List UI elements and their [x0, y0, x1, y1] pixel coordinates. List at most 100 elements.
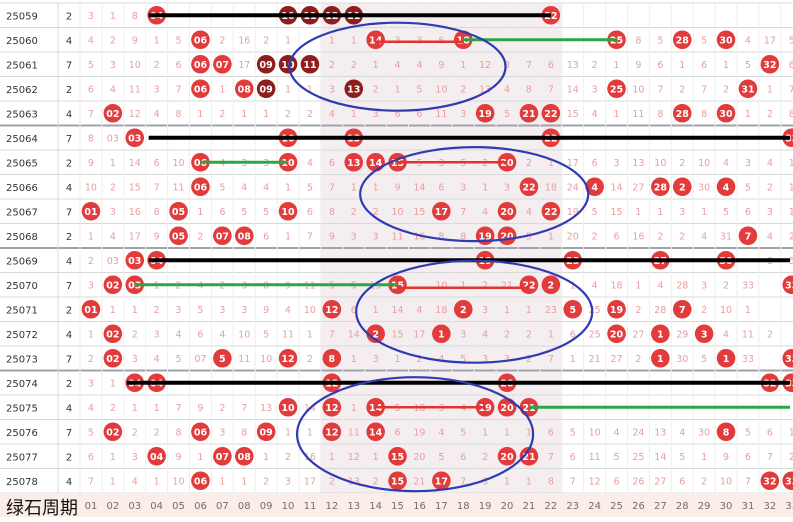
count-label: 2: [66, 305, 72, 316]
ball-number: 8: [723, 427, 730, 438]
ball: [191, 30, 210, 50]
ball-number: 02: [106, 354, 119, 365]
miss-value: 14: [129, 158, 141, 169]
miss-value: 10: [173, 158, 185, 169]
ball: [694, 324, 714, 344]
miss-value: 3: [767, 207, 773, 218]
ball: [169, 201, 188, 221]
miss-value: 6: [657, 60, 663, 71]
miss-value: 7: [307, 231, 313, 242]
miss-value: 8: [329, 207, 335, 218]
miss-value: 1: [373, 452, 379, 463]
ball: [278, 397, 298, 417]
miss-value: 2: [219, 403, 225, 414]
miss-value: 10: [238, 329, 250, 340]
miss-value: 3: [701, 280, 707, 291]
ball: [651, 177, 670, 197]
miss-value: 2: [263, 476, 269, 487]
miss-value: 10: [304, 305, 316, 316]
issue-label: 25062: [6, 85, 38, 96]
issue-label: 25077: [6, 452, 38, 463]
miss-value: 4: [482, 329, 488, 340]
miss-value: 6: [570, 452, 576, 463]
count-label: 4: [66, 403, 72, 414]
count-label: 2: [66, 452, 72, 463]
miss-value: 2: [88, 354, 94, 365]
footer-number: 18: [457, 501, 470, 512]
miss-value: 1: [154, 403, 160, 414]
ball: [563, 299, 583, 319]
ball: [738, 226, 758, 246]
ball-number: 14: [369, 158, 383, 169]
miss-value: 1: [482, 182, 488, 193]
miss-value: 9: [263, 305, 269, 316]
miss-value: 5: [745, 427, 751, 438]
miss-value: 2: [329, 60, 335, 71]
highlight-ellipse: [355, 259, 594, 364]
miss-value: 6: [679, 476, 685, 487]
miss-value: 3: [241, 305, 247, 316]
ball-number: 09: [260, 84, 273, 95]
ball-number: 33: [785, 280, 793, 291]
ball: [716, 177, 736, 197]
miss-value: 8: [88, 133, 94, 144]
count-label: 7: [66, 207, 72, 218]
miss-value: 1: [285, 35, 291, 46]
miss-value: 2: [219, 109, 225, 120]
ball: [541, 103, 561, 123]
miss-value: 1: [548, 231, 554, 242]
miss-value: 1: [154, 476, 160, 487]
ball: [191, 79, 210, 99]
miss-value: 4: [329, 109, 335, 120]
ball-number: 17: [435, 207, 448, 218]
miss-value: 5: [614, 452, 620, 463]
miss-value: 1: [504, 476, 510, 487]
ball-number: 20: [500, 158, 514, 169]
miss-value: 8: [635, 35, 641, 46]
miss-value: 3: [614, 158, 620, 169]
miss-value: 16: [238, 35, 250, 46]
ball-number: 2: [372, 329, 379, 340]
miss-value: 7: [548, 452, 554, 463]
ball: [147, 446, 166, 466]
issue-label: 25071: [6, 305, 38, 316]
count-label: 2: [66, 11, 72, 22]
miss-value: 6: [88, 84, 94, 95]
miss-value: 7: [176, 403, 182, 414]
miss-value: 17: [413, 329, 425, 340]
miss-value: 3: [504, 60, 510, 71]
ball: [278, 348, 298, 368]
ball: [432, 201, 451, 221]
miss-value: 1: [329, 452, 335, 463]
footer-number: 30: [720, 501, 733, 512]
ball: [782, 348, 793, 368]
miss-value: 9: [88, 158, 94, 169]
miss-value: 21: [501, 280, 513, 291]
miss-value: 10: [173, 476, 185, 487]
miss-value: 5: [723, 207, 729, 218]
miss-value: 15: [392, 329, 404, 340]
miss-value: 1: [789, 182, 793, 193]
issue-label: 25070: [6, 281, 38, 292]
miss-value: 2: [285, 109, 291, 120]
miss-value: 5: [657, 35, 663, 46]
miss-value: 26: [632, 476, 644, 487]
miss-value: 6: [416, 109, 422, 120]
miss-value: 2: [154, 305, 160, 316]
ball: [738, 79, 758, 99]
miss-value: 1: [110, 476, 116, 487]
ball: [322, 422, 342, 442]
issue-label: 25068: [6, 232, 38, 243]
ball-number: 2: [548, 280, 555, 291]
miss-value: 1: [219, 84, 225, 95]
miss-value: 2: [307, 109, 313, 120]
miss-value: 3: [504, 354, 510, 365]
ball: [388, 446, 407, 466]
miss-value: 3: [592, 84, 598, 95]
miss-value: 11: [173, 182, 185, 193]
miss-value: 1: [329, 35, 335, 46]
miss-value: 5: [88, 427, 94, 438]
miss-value: 6: [438, 182, 444, 193]
ball: [475, 397, 495, 417]
miss-value: 6: [614, 231, 620, 242]
